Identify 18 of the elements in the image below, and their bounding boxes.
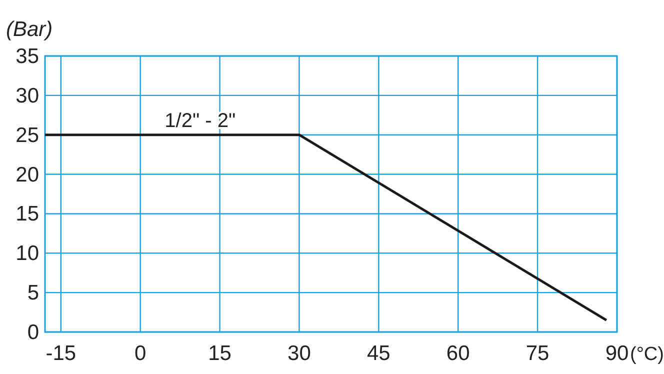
x-tick-label: 15 xyxy=(208,342,232,365)
x-axis-title: (°C) xyxy=(630,344,664,365)
x-tick-label: 60 xyxy=(446,342,470,365)
x-tick-label: 30 xyxy=(288,342,311,365)
y-tick-label: 25 xyxy=(16,124,39,147)
y-axis-title: (Bar) xyxy=(6,18,53,41)
x-tick-label: 0 xyxy=(134,342,146,365)
x-tick-label: -15 xyxy=(46,342,76,365)
y-tick-label: 0 xyxy=(27,321,39,344)
x-tick-label: 90 xyxy=(605,342,629,365)
y-tick-label: 15 xyxy=(16,202,39,226)
y-tick-label: 20 xyxy=(16,163,39,186)
y-tick-label: 35 xyxy=(16,45,39,68)
y-tick-label: 30 xyxy=(16,84,39,108)
x-tick-label: 45 xyxy=(366,342,390,365)
y-tick-label: 5 xyxy=(27,282,39,305)
x-tick-label: 75 xyxy=(526,342,550,365)
y-tick-label: 10 xyxy=(16,242,39,266)
